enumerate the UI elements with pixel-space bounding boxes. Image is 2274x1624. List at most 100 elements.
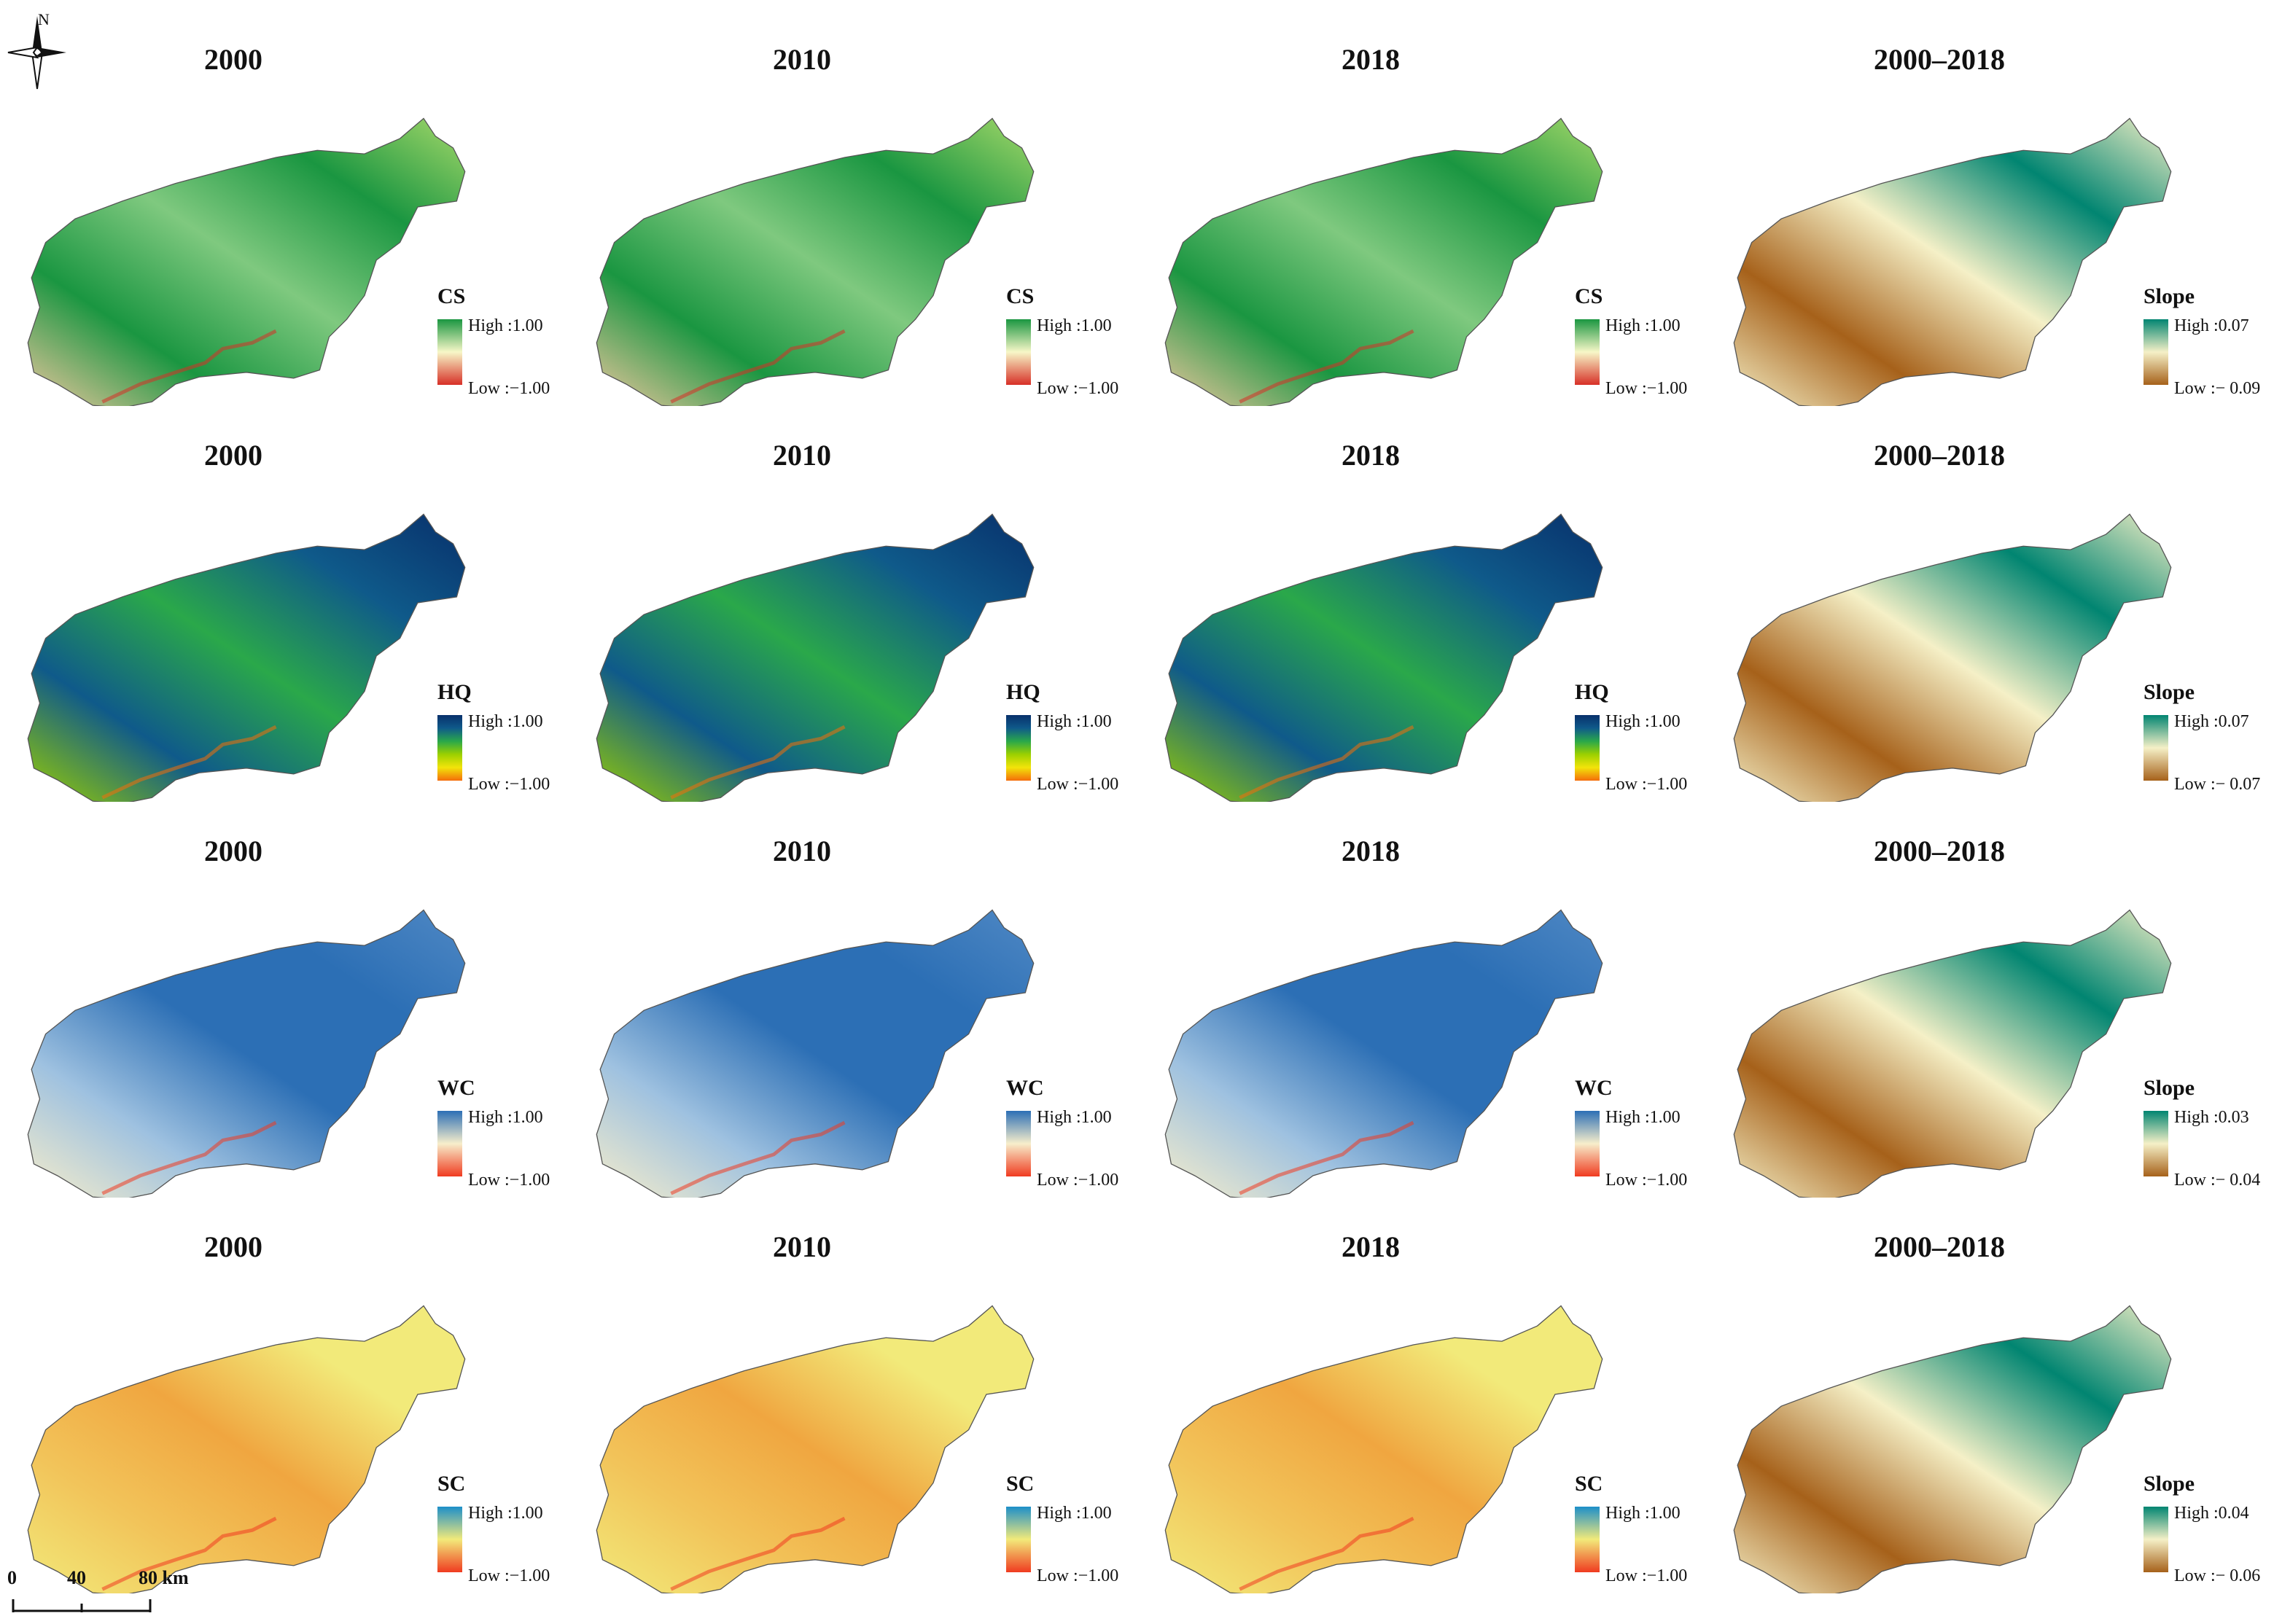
legend-title: Slope <box>2143 1472 2195 1496</box>
legend-title: SC <box>1006 1472 1035 1496</box>
scale-bar: 0 40 80 km <box>7 1567 226 1618</box>
legend-color-ramp <box>437 1507 462 1572</box>
panel-title: 2010 <box>773 43 831 76</box>
legend-color-ramp <box>1006 1111 1031 1176</box>
map-panel: 2000–2018 Slope High :0.04 Low :− 0.06 <box>1706 1187 2274 1593</box>
region-map <box>1164 117 1603 406</box>
legend-low-label: Low :−1.00 <box>1037 775 1119 794</box>
legend-color-ramp <box>1006 319 1031 385</box>
panel-title: 2000 <box>204 835 262 867</box>
legend-high-label: High :1.00 <box>1037 712 1112 731</box>
region-map <box>596 909 1035 1198</box>
map-panel: 2000–2018 Slope High :0.03 Low :− 0.04 <box>1706 792 2274 1198</box>
legend-low-label: Low :−1.00 <box>1605 1171 1688 1190</box>
map-panel: 2010 HQ High :1.00 Low :−1.00 <box>569 396 1137 802</box>
legend-title: SC <box>1575 1472 1603 1496</box>
legend-high-label: High :1.00 <box>1605 316 1681 335</box>
legend-title: WC <box>1575 1076 1613 1100</box>
map-legend: WC High :1.00 Low :−1.00 <box>1575 1076 1706 1192</box>
legend-color-ramp <box>437 319 462 385</box>
scale-label-40: 40 <box>67 1567 86 1588</box>
legend-high-label: High :0.04 <box>2174 1504 2249 1523</box>
north-arrow-icon <box>4 9 70 100</box>
legend-low-label: Low :− 0.04 <box>2174 1171 2261 1190</box>
legend-low-label: Low :−1.00 <box>468 1171 550 1190</box>
panel-title: 2018 <box>1342 1230 1400 1263</box>
map-legend: WC High :1.00 Low :−1.00 <box>437 1076 569 1192</box>
region-map <box>27 1305 466 1593</box>
legend-title: Slope <box>2143 284 2195 308</box>
panel-title: 2000 <box>204 43 262 76</box>
legend-title: HQ <box>1575 680 1609 704</box>
legend-color-ramp <box>2143 319 2168 385</box>
legend-high-label: High :1.00 <box>468 1504 543 1523</box>
legend-high-label: High :1.00 <box>1037 1108 1112 1127</box>
panel-title: 2010 <box>773 439 831 472</box>
region-map <box>596 513 1035 802</box>
legend-high-label: High :1.00 <box>468 1108 543 1127</box>
region-map <box>1164 909 1603 1198</box>
legend-title: WC <box>437 1076 475 1100</box>
legend-title: CS <box>1006 284 1035 308</box>
legend-color-ramp <box>1006 1507 1031 1572</box>
panel-title: 2010 <box>773 1230 831 1263</box>
panel-title: 2018 <box>1342 439 1400 472</box>
legend-low-label: Low :−1.00 <box>468 379 550 398</box>
map-legend: WC High :1.00 Low :−1.00 <box>1006 1076 1137 1192</box>
north-label: N <box>38 10 50 28</box>
legend-low-label: Low :− 0.06 <box>2174 1566 2261 1585</box>
map-legend: HQ High :1.00 Low :−1.00 <box>437 680 569 797</box>
legend-color-ramp <box>437 715 462 781</box>
region-map <box>1733 1305 2172 1593</box>
legend-low-label: Low :−1.00 <box>468 1566 550 1585</box>
map-legend: Slope High :0.03 Low :− 0.04 <box>2143 1076 2274 1192</box>
map-panel: 2000 CS High :1.00 Low :−1.00 <box>0 0 569 406</box>
legend-high-label: High :1.00 <box>1037 1504 1112 1523</box>
map-panel: 2018 CS High :1.00 Low :−1.00 <box>1137 0 1706 406</box>
legend-high-label: High :0.07 <box>2174 712 2249 731</box>
legend-high-label: High :1.00 <box>468 316 543 335</box>
legend-low-label: Low :−1.00 <box>1605 775 1688 794</box>
scale-label-0: 0 <box>7 1567 17 1588</box>
map-legend: CS High :1.00 Low :−1.00 <box>437 284 569 401</box>
legend-high-label: High :1.00 <box>1605 1504 1681 1523</box>
map-panel: 2000–2018 Slope High :0.07 Low :− 0.07 <box>1706 396 2274 802</box>
legend-high-label: High :1.00 <box>1037 316 1112 335</box>
legend-title: CS <box>1575 284 1603 308</box>
legend-title: SC <box>437 1472 466 1496</box>
panel-title: 2000–2018 <box>1874 439 2005 472</box>
legend-title: HQ <box>1006 680 1040 704</box>
legend-color-ramp <box>2143 1111 2168 1176</box>
region-map <box>27 513 466 802</box>
legend-title: Slope <box>2143 1076 2195 1100</box>
map-legend: SC High :1.00 Low :−1.00 <box>1575 1472 1706 1588</box>
map-legend: CS High :1.00 Low :−1.00 <box>1006 284 1137 401</box>
legend-high-label: High :0.07 <box>2174 316 2249 335</box>
map-legend: SC High :1.00 Low :−1.00 <box>1006 1472 1137 1588</box>
panel-title: 2018 <box>1342 835 1400 867</box>
legend-low-label: Low :−1.00 <box>1037 1566 1119 1585</box>
map-legend: Slope High :0.07 Low :− 0.07 <box>2143 680 2274 797</box>
map-panel: 2000–2018 Slope High :0.07 Low :− 0.09 <box>1706 0 2274 406</box>
panel-title: 2000–2018 <box>1874 835 2005 867</box>
map-panel: 2010 CS High :1.00 Low :−1.00 <box>569 0 1137 406</box>
legend-color-ramp <box>437 1111 462 1176</box>
legend-color-ramp <box>1006 715 1031 781</box>
legend-title: CS <box>437 284 466 308</box>
legend-low-label: Low :−1.00 <box>1605 379 1688 398</box>
scale-label-80: 80 km <box>139 1567 189 1588</box>
region-map <box>1733 513 2172 802</box>
legend-color-ramp <box>2143 715 2168 781</box>
panel-title: 2000 <box>204 1230 262 1263</box>
map-panel: 2018 WC High :1.00 Low :−1.00 <box>1137 792 1706 1198</box>
map-panel: 2018 HQ High :1.00 Low :−1.00 <box>1137 396 1706 802</box>
map-legend: SC High :1.00 Low :−1.00 <box>437 1472 569 1588</box>
map-panel: 2010 WC High :1.00 Low :−1.00 <box>569 792 1137 1198</box>
legend-color-ramp <box>1575 1507 1600 1572</box>
map-panel: 2000 WC High :1.00 Low :−1.00 <box>0 792 569 1198</box>
panel-title: 2000–2018 <box>1874 43 2005 76</box>
legend-low-label: Low :−1.00 <box>1037 1171 1119 1190</box>
legend-color-ramp <box>1575 1111 1600 1176</box>
region-map <box>1733 909 2172 1198</box>
legend-high-label: High :1.00 <box>1605 712 1681 731</box>
